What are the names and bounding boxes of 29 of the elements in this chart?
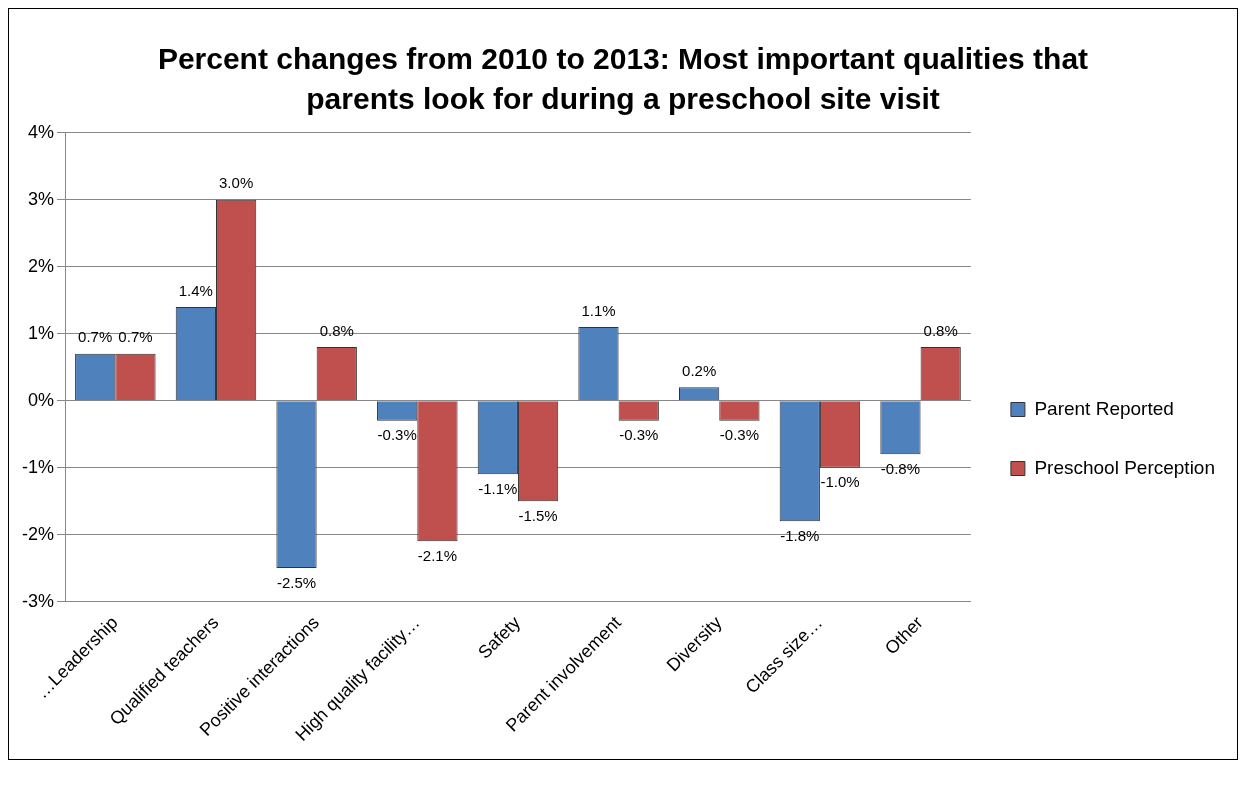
data-label: -0.3% [377, 426, 417, 444]
data-label: 0.8% [319, 321, 354, 339]
y-tick-label: -3% [21, 590, 55, 611]
data-label: 1.4% [178, 281, 213, 299]
data-label: 0.7% [118, 328, 153, 346]
data-label: -1.8% [780, 526, 820, 544]
y-tick-label: 3% [27, 188, 55, 209]
data-label: -1.1% [478, 479, 518, 497]
legend-label: Preschool Perception [1034, 456, 1216, 478]
data-label: -1.0% [820, 473, 860, 491]
data-label: 0.7% [78, 328, 113, 346]
data-label: 0.2% [682, 361, 717, 379]
data-label: 1.1% [581, 301, 616, 319]
data-label: -0.3% [719, 426, 759, 444]
legend-label: Parent Reported [1034, 397, 1174, 419]
y-tick-label: 4% [27, 121, 55, 142]
y-tick-label: -1% [21, 456, 55, 477]
data-label: -0.8% [880, 459, 921, 477]
data-label: -1.5% [518, 506, 558, 524]
data-label: -0.3% [619, 426, 659, 444]
data-label: 3.0% [219, 174, 254, 192]
data-label: -2.5% [276, 573, 317, 591]
data-label: 0.8% [923, 321, 958, 339]
data-label: -2.1% [417, 546, 458, 564]
y-tick-label: 1% [27, 322, 55, 343]
y-tick-label: 0% [27, 389, 55, 410]
y-tick-label: -2% [21, 523, 55, 544]
chart-title: Percent changes from 2010 to 2013: Most important qualities that parents look for during a preschool site visit [156, 41, 1090, 117]
y-tick-label: 2% [27, 255, 55, 276]
